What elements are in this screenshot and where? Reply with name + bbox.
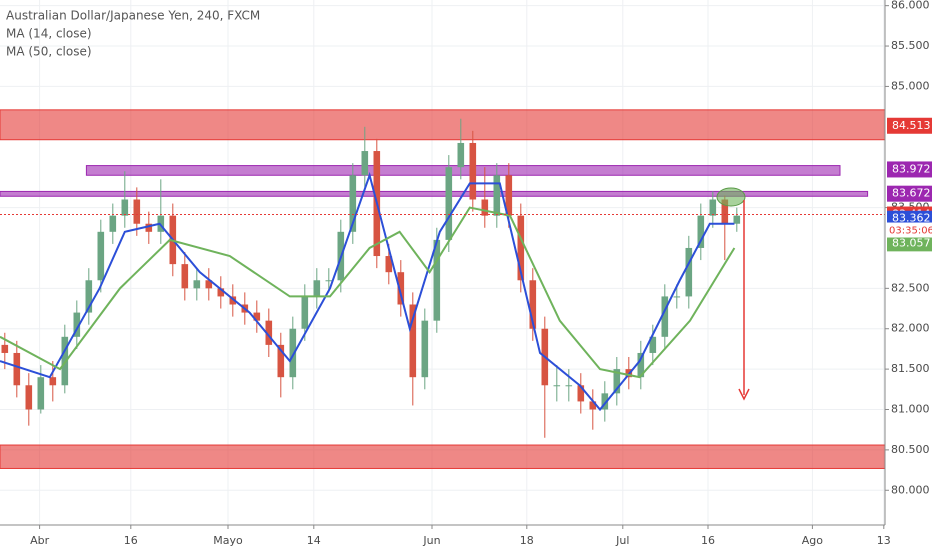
price-label-box: [887, 161, 932, 178]
candle-body: [133, 199, 141, 224]
axes: 80.00080.50081.00081.50082.00082.50083.5…: [30, 0, 932, 547]
zone: [0, 190, 869, 197]
y-tick-label: 80.500: [891, 443, 930, 456]
candle-body: [673, 296, 681, 298]
candle-body: [349, 175, 357, 232]
x-tick-label: Jul: [615, 534, 629, 547]
x-tick-label: 16: [124, 534, 138, 547]
candle-body: [613, 369, 621, 394]
candle-body: [313, 280, 321, 297]
price-label: 84.513: [892, 119, 931, 132]
candle-body: [361, 151, 369, 176]
legend-entry: MA (50, close): [6, 45, 92, 59]
candle-body: [13, 352, 21, 386]
candle-body: [181, 264, 189, 289]
candle-body: [385, 256, 393, 273]
candle-body: [469, 142, 477, 200]
candle-body: [565, 385, 573, 387]
candle-body: [457, 142, 465, 168]
candle-body: [685, 247, 693, 297]
price-label-box: [887, 235, 932, 252]
x-tick-label: 16: [701, 534, 715, 547]
candle-body: [421, 320, 429, 378]
candle-body: [253, 312, 261, 321]
candle-body: [193, 280, 201, 289]
zone: [0, 109, 886, 141]
timer-label: 03:35:06: [889, 226, 932, 237]
candle-body: [601, 393, 609, 410]
candle-body: [109, 215, 117, 232]
candle-body: [145, 223, 153, 232]
candle-body: [493, 175, 501, 216]
candle-body: [733, 215, 741, 224]
x-tick-label: 18: [520, 534, 534, 547]
candle-body: [265, 320, 273, 345]
y-tick-label: 82.000: [891, 322, 930, 335]
candle-body: [205, 280, 213, 289]
candle-body: [1, 344, 9, 353]
legend-entry: MA (14, close): [6, 27, 92, 41]
price-label-box: [887, 117, 932, 134]
x-tick-label: Mayo: [213, 534, 243, 547]
chart-title: Australian Dollar/Japanese Yen, 240, FXC…: [6, 9, 260, 23]
plot: [0, 118, 885, 438]
price-label: 83.672: [892, 187, 931, 200]
highlight-ellipse: [716, 187, 746, 207]
y-tick-label: 85.000: [891, 79, 930, 92]
timer-box: [887, 222, 932, 238]
candle-body: [721, 199, 729, 224]
candle-body: [649, 336, 657, 353]
candle-body: [661, 296, 669, 337]
candle-body: [397, 272, 405, 305]
candle-body: [433, 239, 441, 321]
y-tick-label: 85.500: [891, 39, 930, 52]
candle-body: [481, 199, 489, 216]
moving-average: [0, 206, 736, 379]
candle-body: [505, 175, 513, 216]
x-tick-label: Jun: [422, 534, 440, 547]
candle-body: [277, 344, 285, 378]
candle-body: [229, 296, 237, 305]
y-tick-label: 81.000: [891, 403, 930, 416]
candle-body: [577, 385, 585, 402]
candle-body: [85, 280, 93, 313]
candle-body: [637, 352, 645, 378]
y-tick-label: 81.500: [891, 362, 930, 375]
candle-body: [709, 199, 717, 216]
candle-body: [49, 377, 57, 386]
x-tick-label: Ago: [802, 534, 824, 547]
candle-body: [217, 288, 225, 297]
candle-body: [589, 401, 597, 410]
y-tick-label: 80.000: [891, 483, 930, 496]
candle-body: [37, 377, 45, 410]
y-tick-label: 86.000: [891, 0, 930, 12]
candle-body: [517, 215, 525, 281]
candle-body: [289, 328, 297, 378]
x-tick-label: 13: [877, 534, 891, 547]
price-label: 83.362: [892, 212, 931, 225]
candle-body: [97, 231, 105, 281]
candle-body: [121, 199, 129, 216]
arrow-head: [738, 388, 750, 401]
candle-body: [445, 167, 453, 240]
price-label: 83.057: [892, 236, 931, 249]
y-tick-label: 82.500: [891, 281, 930, 294]
x-tick-label: 14: [307, 534, 321, 547]
candle-body: [529, 280, 537, 329]
grid: [0, 0, 885, 525]
candle-body: [553, 385, 561, 387]
zone: [0, 444, 886, 469]
candle-body: [25, 385, 33, 410]
x-tick-label: Abr: [30, 534, 50, 547]
candle-body: [301, 296, 309, 329]
candle-body: [409, 304, 417, 378]
candle-body: [325, 280, 333, 282]
candle-body: [73, 312, 81, 337]
price-label-box: [887, 185, 932, 202]
moving-average: [0, 171, 735, 412]
candle-body: [697, 215, 705, 248]
price-label: 83.972: [892, 162, 931, 175]
